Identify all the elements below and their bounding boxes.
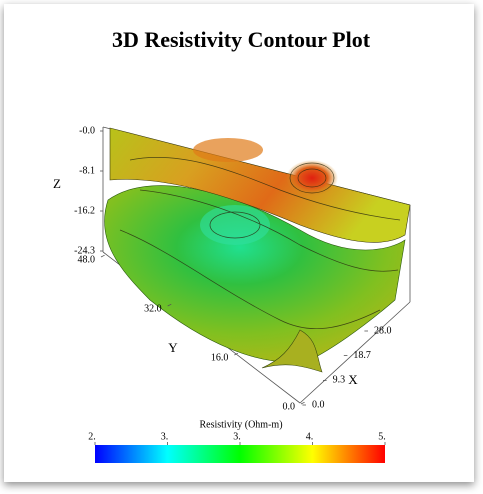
z-tick-label: -0.0 [79, 125, 95, 136]
tick-mark [234, 352, 239, 356]
colorbar-title: Resistivity (Ohm-m) [199, 419, 282, 430]
y-tick-label: 0.0 [283, 401, 296, 412]
colorbar-tick-label: 3. [233, 431, 241, 442]
tick-mark [167, 303, 172, 307]
colorbar-tick-label: 2. [88, 431, 96, 442]
y-tick-label: 16.0 [211, 352, 229, 363]
colorbar-tick-label: 3. [161, 431, 169, 442]
y-axis-title: Y [168, 340, 178, 355]
tick-mark [100, 254, 105, 258]
chart-title: 3D Resistivity Contour Plot [112, 27, 371, 52]
x-tick-label: 18.7 [353, 350, 371, 361]
z-axis-title: Z [53, 176, 61, 191]
surface [104, 127, 411, 373]
colorbar-tick-label: 4. [306, 431, 314, 442]
x-tick-label: 28.0 [374, 325, 392, 336]
tick-mark [300, 401, 305, 405]
x-axis-title: X [348, 372, 358, 387]
colorbar [95, 445, 385, 463]
y-tick-label: 32.0 [144, 303, 162, 314]
x-tick-label: 9.3 [333, 375, 346, 386]
colorbar-tick-label: 5. [378, 431, 386, 442]
z-tick-label: -24.3 [74, 245, 95, 256]
z-tick-label: -8.1 [79, 165, 95, 176]
z-tick-label: -16.2 [74, 205, 95, 216]
y-tick-label: 48.0 [78, 254, 96, 265]
x-tick-label: 0.0 [312, 399, 325, 410]
